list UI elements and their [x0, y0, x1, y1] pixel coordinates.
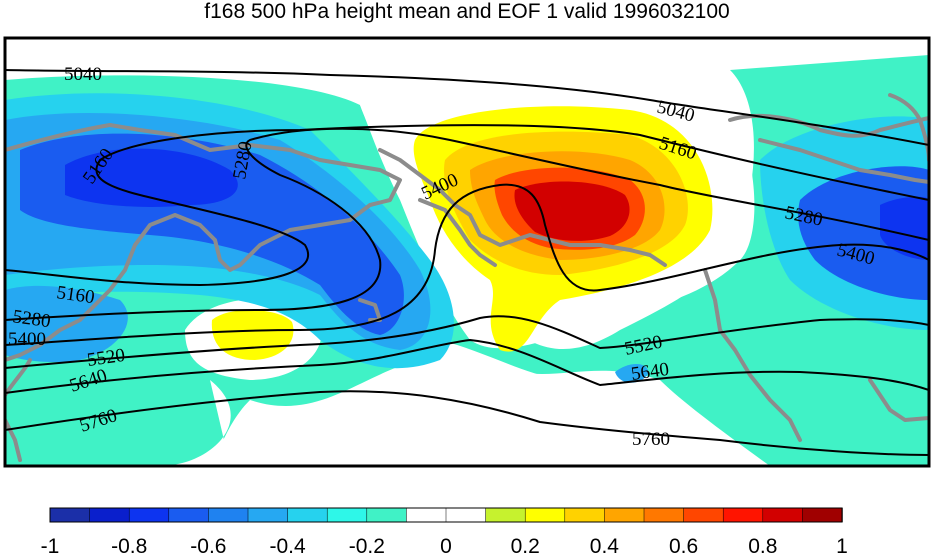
colorbar-cell — [683, 507, 724, 523]
colorbar-frame — [49, 507, 843, 523]
colorbar-cell — [49, 507, 91, 523]
contour-label: 5280 — [11, 306, 52, 332]
neg-east-deep — [880, 196, 929, 260]
pos-yellow-west-blob — [211, 310, 294, 360]
contour-5280 — [5, 127, 929, 321]
colorbar-tick-label: -0.6 — [190, 535, 227, 558]
colorbar-cell — [128, 507, 170, 523]
neg-small-south — [615, 363, 649, 383]
contour-label: 5760 — [632, 429, 670, 450]
colorbar-cell — [643, 507, 685, 523]
contour-5520 — [5, 315, 929, 369]
contour-5640 — [5, 338, 929, 394]
coastlines — [5, 93, 929, 462]
colorbar-cell — [524, 507, 566, 523]
colorbar-tick-label: 0.6 — [668, 535, 699, 558]
contour-label: 5640 — [630, 359, 671, 385]
colorbar-cell — [485, 507, 526, 523]
contour-5040 — [5, 69, 929, 146]
colorbar-cell — [366, 507, 408, 523]
white-gap-south — [330, 340, 660, 466]
map-title: f168 500 hPa height mean and EOF 1 valid… — [204, 0, 730, 23]
colorbar-cell — [802, 507, 843, 523]
colorbar-tick-label: -0.4 — [269, 535, 306, 558]
colorbar-cell — [287, 507, 328, 523]
contour-label-group: 5040 5040 5160 5160 5160 5280 5280 5280 … — [8, 64, 877, 450]
colorbar-cell — [208, 507, 249, 523]
eof-shading — [5, 55, 929, 466]
pos-dark-region — [514, 181, 630, 241]
contour-label: 5520 — [86, 345, 127, 371]
colorbar-tick-label: 0 — [440, 535, 452, 558]
colorbar-cell — [326, 507, 368, 523]
contour-label: 5040 — [64, 64, 102, 85]
colorbar-tick-label: 0.8 — [748, 535, 778, 558]
map-frame — [3, 36, 931, 468]
colorbar-cell — [445, 507, 487, 523]
colorbar-cell — [722, 507, 764, 523]
map-panel: 5040 5040 5160 5160 5160 5280 5280 5280 … — [3, 36, 931, 468]
colorbar-cell — [762, 507, 804, 523]
colorbar-cell — [89, 507, 130, 523]
colorbar-cell — [564, 507, 606, 523]
contour-5400 — [5, 183, 929, 346]
colorbar-cells — [49, 507, 843, 523]
colorbar-cell — [247, 507, 289, 523]
colorbar-tick-label: 0.2 — [510, 535, 540, 558]
colorbar-tick-label: -0.8 — [111, 535, 148, 558]
colorbar-cell — [406, 507, 447, 523]
colorbar-tick-label: -0.2 — [348, 535, 385, 558]
colorbar-tick-label: -1 — [40, 535, 60, 558]
colorbar-tick-label: 1 — [836, 535, 848, 558]
contour-5160 — [5, 124, 929, 287]
contour-5760 — [5, 390, 929, 456]
neg-deep-region — [65, 148, 238, 207]
contour-label: 5400 — [8, 329, 46, 350]
colorbar-tick-label: 0.4 — [589, 535, 619, 558]
contour-label: 5160 — [55, 282, 96, 308]
height-contours — [5, 69, 929, 456]
colorbar-cell — [604, 507, 645, 523]
colorbar-cell — [168, 507, 210, 523]
